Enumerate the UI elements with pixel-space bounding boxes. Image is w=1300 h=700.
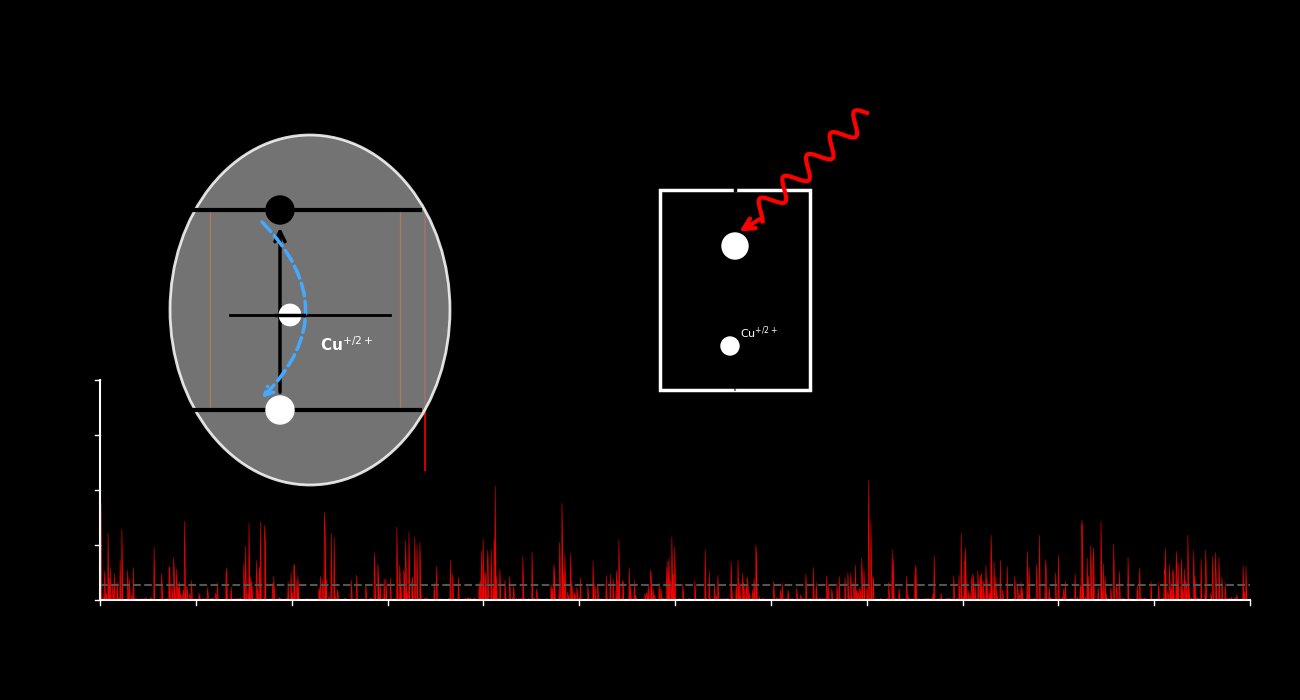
- Circle shape: [280, 305, 300, 325]
- Text: Cu$^{+/2+}$: Cu$^{+/2+}$: [320, 335, 373, 354]
- Bar: [660, 190, 810, 390]
- Circle shape: [734, 154, 746, 166]
- FancyArrowPatch shape: [263, 222, 306, 396]
- Circle shape: [266, 396, 294, 424]
- Circle shape: [266, 196, 294, 224]
- Ellipse shape: [170, 135, 450, 485]
- Circle shape: [722, 233, 748, 259]
- Circle shape: [722, 337, 738, 355]
- Text: Cu$^{+/2+}$: Cu$^{+/2+}$: [740, 324, 777, 341]
